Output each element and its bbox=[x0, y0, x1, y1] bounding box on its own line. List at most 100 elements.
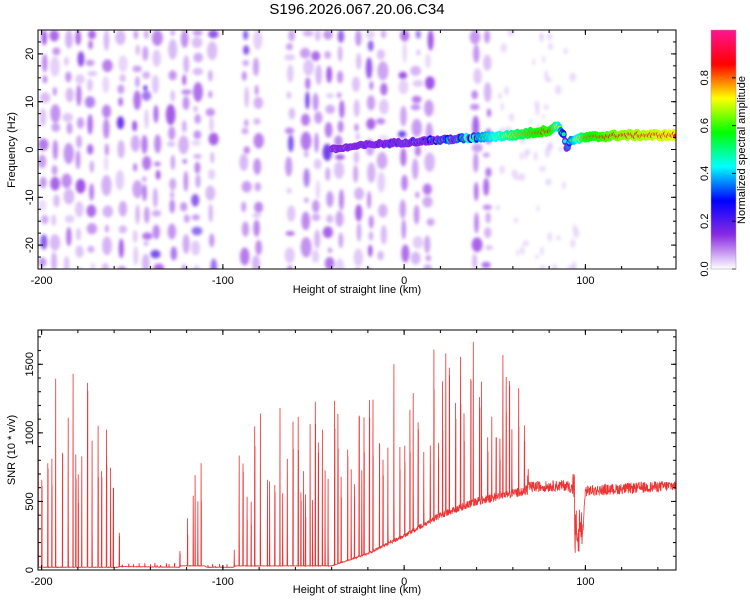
noise-blob bbox=[143, 206, 150, 224]
noise-blob bbox=[61, 173, 72, 189]
spectrogram-x-axis-label: Height of straight line (km) bbox=[293, 284, 421, 296]
noise-blob bbox=[53, 194, 60, 208]
noise-blob bbox=[529, 119, 533, 124]
noise-blob bbox=[287, 134, 294, 153]
noise-blobs bbox=[38, 30, 580, 269]
noise-blob bbox=[335, 258, 345, 269]
noise-blob bbox=[239, 153, 249, 171]
noise-blob bbox=[414, 145, 422, 157]
ridge-core bbox=[562, 139, 568, 144]
noise-blob bbox=[135, 44, 140, 56]
noise-blob bbox=[208, 30, 219, 39]
noise-blob bbox=[472, 253, 478, 269]
noise-blob bbox=[241, 71, 247, 81]
noise-blob bbox=[367, 40, 374, 52]
noise-blob bbox=[141, 90, 152, 101]
noise-blob bbox=[558, 147, 564, 152]
noise-blob bbox=[50, 176, 61, 191]
noise-blob bbox=[42, 75, 48, 84]
noise-blob bbox=[40, 234, 48, 250]
noise-blob bbox=[63, 188, 75, 205]
noise-blob bbox=[485, 245, 494, 251]
noise-blob bbox=[132, 120, 138, 132]
noise-blob bbox=[424, 235, 431, 254]
noise-blob bbox=[302, 30, 314, 37]
noise-blob bbox=[142, 176, 147, 182]
noise-blob bbox=[133, 163, 138, 172]
noise-blob bbox=[101, 174, 112, 197]
noise-blob bbox=[425, 255, 432, 262]
noise-blob bbox=[155, 169, 161, 180]
noise-blob bbox=[519, 151, 524, 161]
noise-blob bbox=[41, 30, 47, 46]
noise-blob bbox=[322, 226, 333, 239]
noise-blob bbox=[87, 78, 93, 92]
noise-blob bbox=[104, 143, 109, 156]
noise-blob bbox=[135, 76, 140, 88]
noise-blob bbox=[337, 45, 343, 62]
noise-blob bbox=[376, 151, 388, 170]
noise-blob bbox=[380, 82, 388, 96]
noise-blob bbox=[376, 118, 386, 125]
noise-blob bbox=[241, 127, 249, 135]
noise-blob bbox=[243, 30, 249, 40]
noise-blob bbox=[540, 264, 546, 269]
noise-blob bbox=[135, 204, 140, 225]
figure-title: S196.2026.067.20.06.C34 bbox=[269, 1, 444, 18]
noise-blob bbox=[192, 67, 204, 76]
noise-blob bbox=[253, 30, 263, 50]
noise-blob bbox=[416, 49, 421, 56]
noise-blob bbox=[143, 85, 148, 91]
noise-blob bbox=[400, 30, 410, 42]
noise-blob bbox=[554, 85, 562, 95]
noise-blob bbox=[303, 59, 314, 76]
noise-blob bbox=[133, 90, 142, 110]
spectrogram-x-ticks: -200 -100 0 100 bbox=[31, 30, 659, 287]
noise-blob bbox=[334, 154, 345, 160]
noise-blob bbox=[208, 90, 213, 99]
noise-blob bbox=[324, 50, 331, 60]
noise-blob bbox=[473, 181, 479, 202]
noise-blob bbox=[244, 86, 249, 108]
noise-blob bbox=[195, 174, 201, 188]
noise-blob bbox=[152, 224, 161, 240]
noise-blob bbox=[191, 240, 201, 256]
noise-blob bbox=[41, 214, 49, 225]
noise-blob bbox=[300, 236, 312, 258]
noise-blob bbox=[411, 95, 422, 104]
snr-panel: -200 -100 0 100 0 500 1000 1500 Height of stra… bbox=[6, 329, 677, 596]
snr-background bbox=[38, 330, 676, 570]
noise-blob bbox=[254, 84, 259, 96]
noise-blob bbox=[415, 30, 421, 39]
noise-blob bbox=[400, 105, 407, 127]
noise-blob bbox=[102, 205, 113, 218]
noise-blob bbox=[152, 187, 158, 208]
noise-blob bbox=[314, 30, 321, 42]
noise-blob bbox=[253, 96, 264, 109]
noise-blob bbox=[51, 251, 57, 269]
noise-blob bbox=[154, 134, 162, 154]
noise-blob bbox=[284, 127, 295, 135]
noise-blob bbox=[243, 146, 251, 154]
noise-blob bbox=[410, 104, 421, 111]
noise-blob bbox=[324, 256, 335, 269]
noise-blob bbox=[398, 71, 408, 80]
noise-blob bbox=[311, 249, 320, 263]
noise-blob bbox=[540, 246, 544, 256]
noise-blob bbox=[285, 156, 293, 177]
noise-blob bbox=[402, 41, 407, 64]
noise-blob bbox=[337, 120, 344, 133]
noise-blob bbox=[481, 261, 491, 269]
noise-blob bbox=[205, 108, 216, 117]
noise-blob bbox=[324, 121, 333, 138]
noise-blob bbox=[482, 204, 492, 211]
noise-blob bbox=[326, 66, 333, 83]
noise-blob bbox=[117, 265, 127, 269]
noise-blob bbox=[167, 223, 177, 240]
noise-blob bbox=[241, 221, 250, 237]
noise-blob bbox=[377, 250, 384, 261]
noise-blob bbox=[251, 255, 261, 269]
noise-blob bbox=[415, 191, 420, 199]
noise-blob bbox=[130, 135, 140, 152]
noise-blob bbox=[133, 246, 139, 266]
